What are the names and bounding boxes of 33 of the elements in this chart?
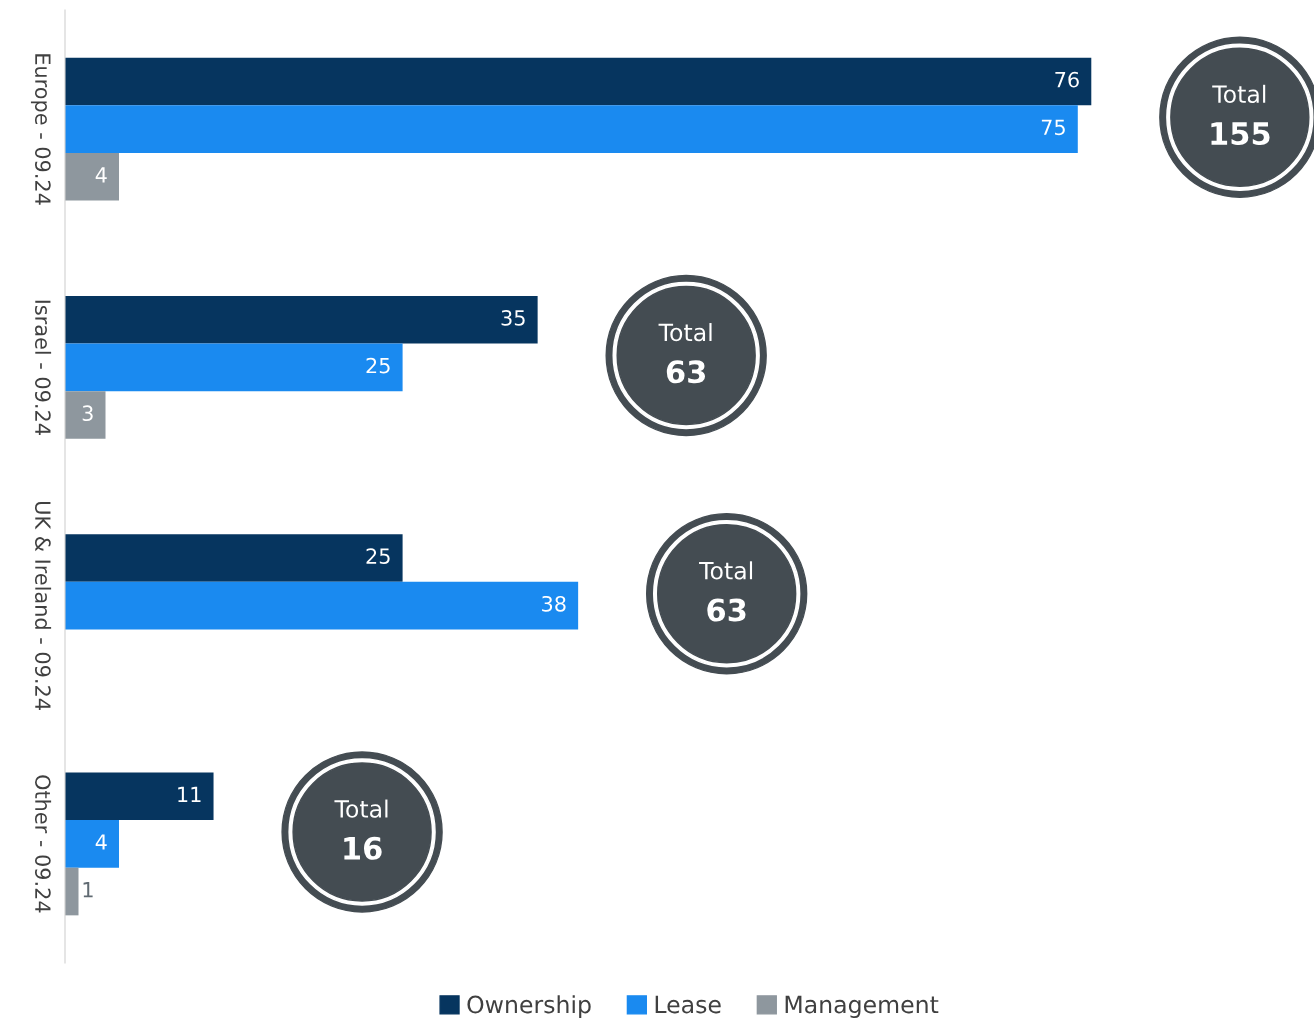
data-label: 35 <box>501 310 525 326</box>
bar <box>65 534 403 582</box>
legend-label: Management <box>785 995 939 1018</box>
legend-label: Lease <box>655 995 721 1014</box>
y-tick-label: UK & Ireland - 09.24 <box>34 502 52 710</box>
y-tick-label: Israel - 09.24 <box>34 300 52 435</box>
bar <box>65 152 120 201</box>
bar <box>65 391 106 439</box>
data-label: 3 <box>82 405 93 422</box>
bar <box>65 867 79 916</box>
bar <box>65 343 403 392</box>
bar <box>65 581 579 630</box>
text: Total 155 <box>1211 84 1270 146</box>
annotation: Total 16 <box>334 799 388 860</box>
data-label: 38 <box>542 595 566 612</box>
bar <box>65 295 538 344</box>
data-label: 4 <box>95 167 107 183</box>
y-tick-label: Europe - 09.24 <box>30 54 51 205</box>
bar <box>65 772 214 821</box>
data-label: 75 <box>1041 119 1065 136</box>
bar <box>65 57 1092 106</box>
annotation: Total 63 <box>658 323 712 384</box>
data-label: 76 <box>1055 71 1079 88</box>
data-label: 4 <box>95 834 107 850</box>
data-label: 25 <box>366 357 390 374</box>
legend-label: Ownership <box>467 995 591 1018</box>
data-label: 1 <box>83 882 93 898</box>
bar <box>65 820 120 868</box>
data-label: 11 <box>178 786 201 802</box>
data-label: 25 <box>366 548 390 565</box>
y-tick-label: Other - 09.24 <box>34 775 52 913</box>
annotation: Total 63 <box>699 561 753 622</box>
bar <box>65 105 1078 153</box>
